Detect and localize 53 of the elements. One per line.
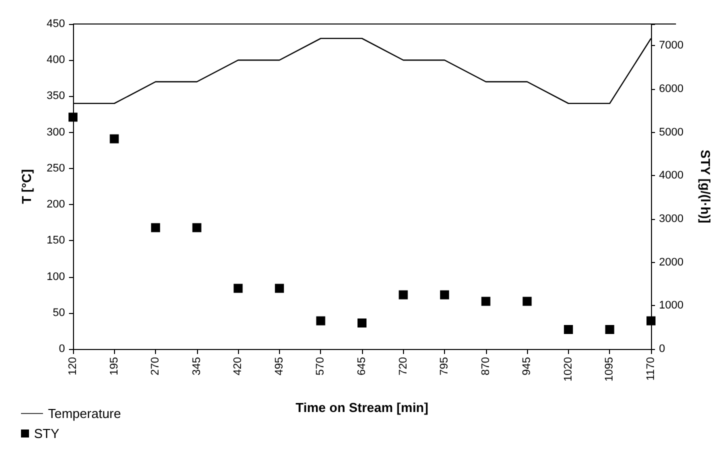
point: [234, 284, 243, 293]
y-tick-label: 300: [46, 126, 65, 138]
y2-tick-label: 5000: [659, 126, 684, 138]
y2-tick-label: 6000: [659, 83, 684, 95]
point: [522, 296, 532, 306]
y-tick-label: 250: [46, 162, 65, 174]
point: [564, 325, 573, 334]
y2-tick-label: 4000: [659, 170, 684, 182]
y2-tick-label: 1000: [659, 300, 684, 312]
legend-label: Temperature: [48, 406, 121, 421]
y2-tick-label: 0: [659, 343, 666, 355]
y-tick-label: 350: [46, 90, 65, 102]
x-tick-label: 195: [108, 357, 120, 376]
x-tick-label: 345: [190, 357, 203, 376]
x-tick-label: 870: [480, 357, 492, 376]
x-tick-label: 120: [67, 357, 79, 376]
x-tick-label: 795: [438, 357, 451, 376]
point: [481, 296, 490, 306]
x-tick-label: 1020: [562, 357, 574, 382]
point: [68, 112, 78, 122]
legend-label: STY: [34, 426, 60, 441]
y-tick-label: 0: [58, 343, 65, 355]
point: [646, 316, 656, 326]
x-tick-label: 645: [356, 357, 368, 376]
point: [605, 325, 614, 334]
x-tick-label: 945: [521, 357, 534, 376]
point: [398, 290, 408, 300]
point: [440, 290, 450, 300]
y-tick-label: 100: [46, 270, 65, 283]
x-tick-label: 1095: [604, 357, 616, 382]
x-tick-label: 720: [397, 357, 410, 376]
y2-tick-label: 3000: [659, 213, 684, 225]
y-tick-label: 150: [46, 234, 65, 247]
y2-tick-label: 7000: [659, 40, 684, 52]
point: [192, 223, 202, 232]
x-tick-label: 270: [150, 357, 162, 376]
y-tick-label: 450: [46, 18, 65, 30]
point: [274, 284, 284, 293]
x-tick-label: 495: [273, 357, 286, 376]
x-tick-label: 570: [314, 357, 327, 376]
y2-tick-label: 2000: [659, 256, 684, 268]
x-axis-title: Time on Stream [min]: [296, 400, 428, 415]
point: [358, 318, 366, 328]
x-tick-label: 420: [232, 357, 244, 376]
y-tick-label: 400: [46, 54, 65, 66]
y2-axis-title: STY [g/(l·h)]: [698, 150, 713, 224]
y-tick-label: 200: [46, 198, 65, 211]
y-tick-label: 50: [52, 306, 65, 319]
point: [110, 134, 119, 144]
point: [316, 316, 326, 326]
x-tick-label: 1170: [645, 357, 657, 381]
y-axis-title: T [°C]: [19, 169, 34, 204]
point: [151, 223, 160, 232]
